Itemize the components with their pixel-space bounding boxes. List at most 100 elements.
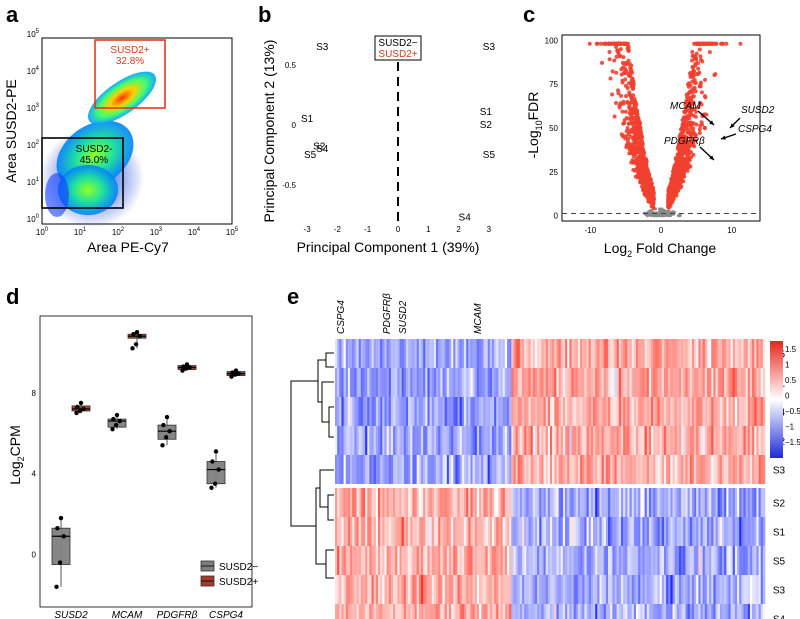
heatmap-cell [640,546,643,575]
heatmap-cell [539,575,542,604]
volcano-point [703,95,708,100]
heatmap-cell [552,339,555,368]
heatmap-cell [515,397,519,426]
heatmap-cell [414,546,417,575]
heatmap-cell [679,368,682,397]
heatmap-cell [554,604,557,619]
heatmap-cell [681,339,684,368]
heatmap-cell [608,604,611,619]
heatmap-cell [457,368,460,397]
heatmap-cell [476,455,480,484]
heatmap-cell [335,455,338,484]
heatmap-cell [565,426,568,455]
volcano-point [683,102,688,107]
heatmap-cell [575,368,579,397]
heatmap-cell [565,517,568,546]
heatmap-cell [390,488,394,517]
heatmap-cell [371,517,374,546]
heatmap-cell [464,575,467,604]
volcano-point [625,139,630,144]
heatmap-cell [335,517,338,546]
x-category-d: CSPG4 [209,610,243,619]
heatmap-cell [369,546,372,575]
density-neg-core [58,165,118,215]
heatmap-cell [743,488,746,517]
heatmap-cell [541,575,544,604]
heatmap-cell [485,339,488,368]
heatmap-cell [582,604,585,619]
heatmap-cell [743,339,746,368]
heatmap-cell [577,575,581,604]
heatmap-cell [461,517,465,546]
colorbar-tick: 0 [785,392,790,401]
pca-point-s4: S4 [459,212,472,223]
heatmap-cell [711,397,714,426]
heatmap-cell [603,488,607,517]
heatmap-cell [356,517,359,546]
pca-point-s3: S3 [316,42,329,53]
heatmap-cell [719,426,723,455]
heatmap-cell [446,575,450,604]
heatmap-cell [676,368,680,397]
volcano-point [691,126,696,131]
heatmap-cell [401,455,405,484]
heatmap-cell [436,339,439,368]
heatmap-cell [433,604,437,619]
heatmap-cell [511,604,514,619]
heatmap-cell [367,368,370,397]
heatmap-cell [646,455,650,484]
heatmap-row-label: S4 [773,615,786,619]
x-axis-label-a: Area PE-Cy7 [87,239,169,255]
heatmap-cell [358,397,362,426]
heatmap-cell [545,517,549,546]
heatmap-cell [433,455,437,484]
heatmap-cell [573,368,577,397]
heatmap-cell [648,604,652,619]
volcano-point [599,41,604,46]
heatmap-cell [438,368,441,397]
heatmap-cell [433,368,437,397]
heatmap-cell [358,546,362,575]
volcano-point [703,41,708,46]
heatmap-cell [745,339,749,368]
heatmap-cell [610,546,613,575]
heatmap-cell [468,368,471,397]
heatmap-cell [444,604,448,619]
heatmap-cell [582,575,585,604]
heatmap-cell [485,575,488,604]
heatmap-cell [522,575,525,604]
heatmap-cell [509,488,512,517]
heatmap-cell [350,455,353,484]
heatmap-cell [694,488,697,517]
heatmap-cell [737,426,740,455]
heatmap-cell [550,604,553,619]
heatmap-cell [446,368,450,397]
heatmap-cell [496,339,499,368]
volcano-point [643,170,648,175]
heatmap-cell [674,397,678,426]
heatmap-cell [386,604,390,619]
heatmap-cell [659,488,663,517]
heatmap-cell [700,488,703,517]
heatmap-cell [722,339,725,368]
heatmap-cell [734,368,738,397]
heatmap-cell [498,575,501,604]
heatmap-cell [582,397,585,426]
heatmap-cell [472,488,476,517]
heatmap-cell [608,546,611,575]
heatmap-cell [384,546,387,575]
heatmap-cell [724,488,727,517]
heatmap-cell [440,368,443,397]
heatmap-cell [732,426,736,455]
volcano-point [632,102,637,107]
heatmap-cell [343,488,347,517]
volcano-point [686,84,691,89]
heatmap-cell [588,546,592,575]
heatmap-cell [689,368,693,397]
heatmap-cell [694,339,697,368]
heatmap-cell [696,426,699,455]
heatmap-cell [706,339,710,368]
heatmap-cell [610,575,613,604]
heatmap-cell [393,517,396,546]
heatmap-cell [350,604,353,619]
